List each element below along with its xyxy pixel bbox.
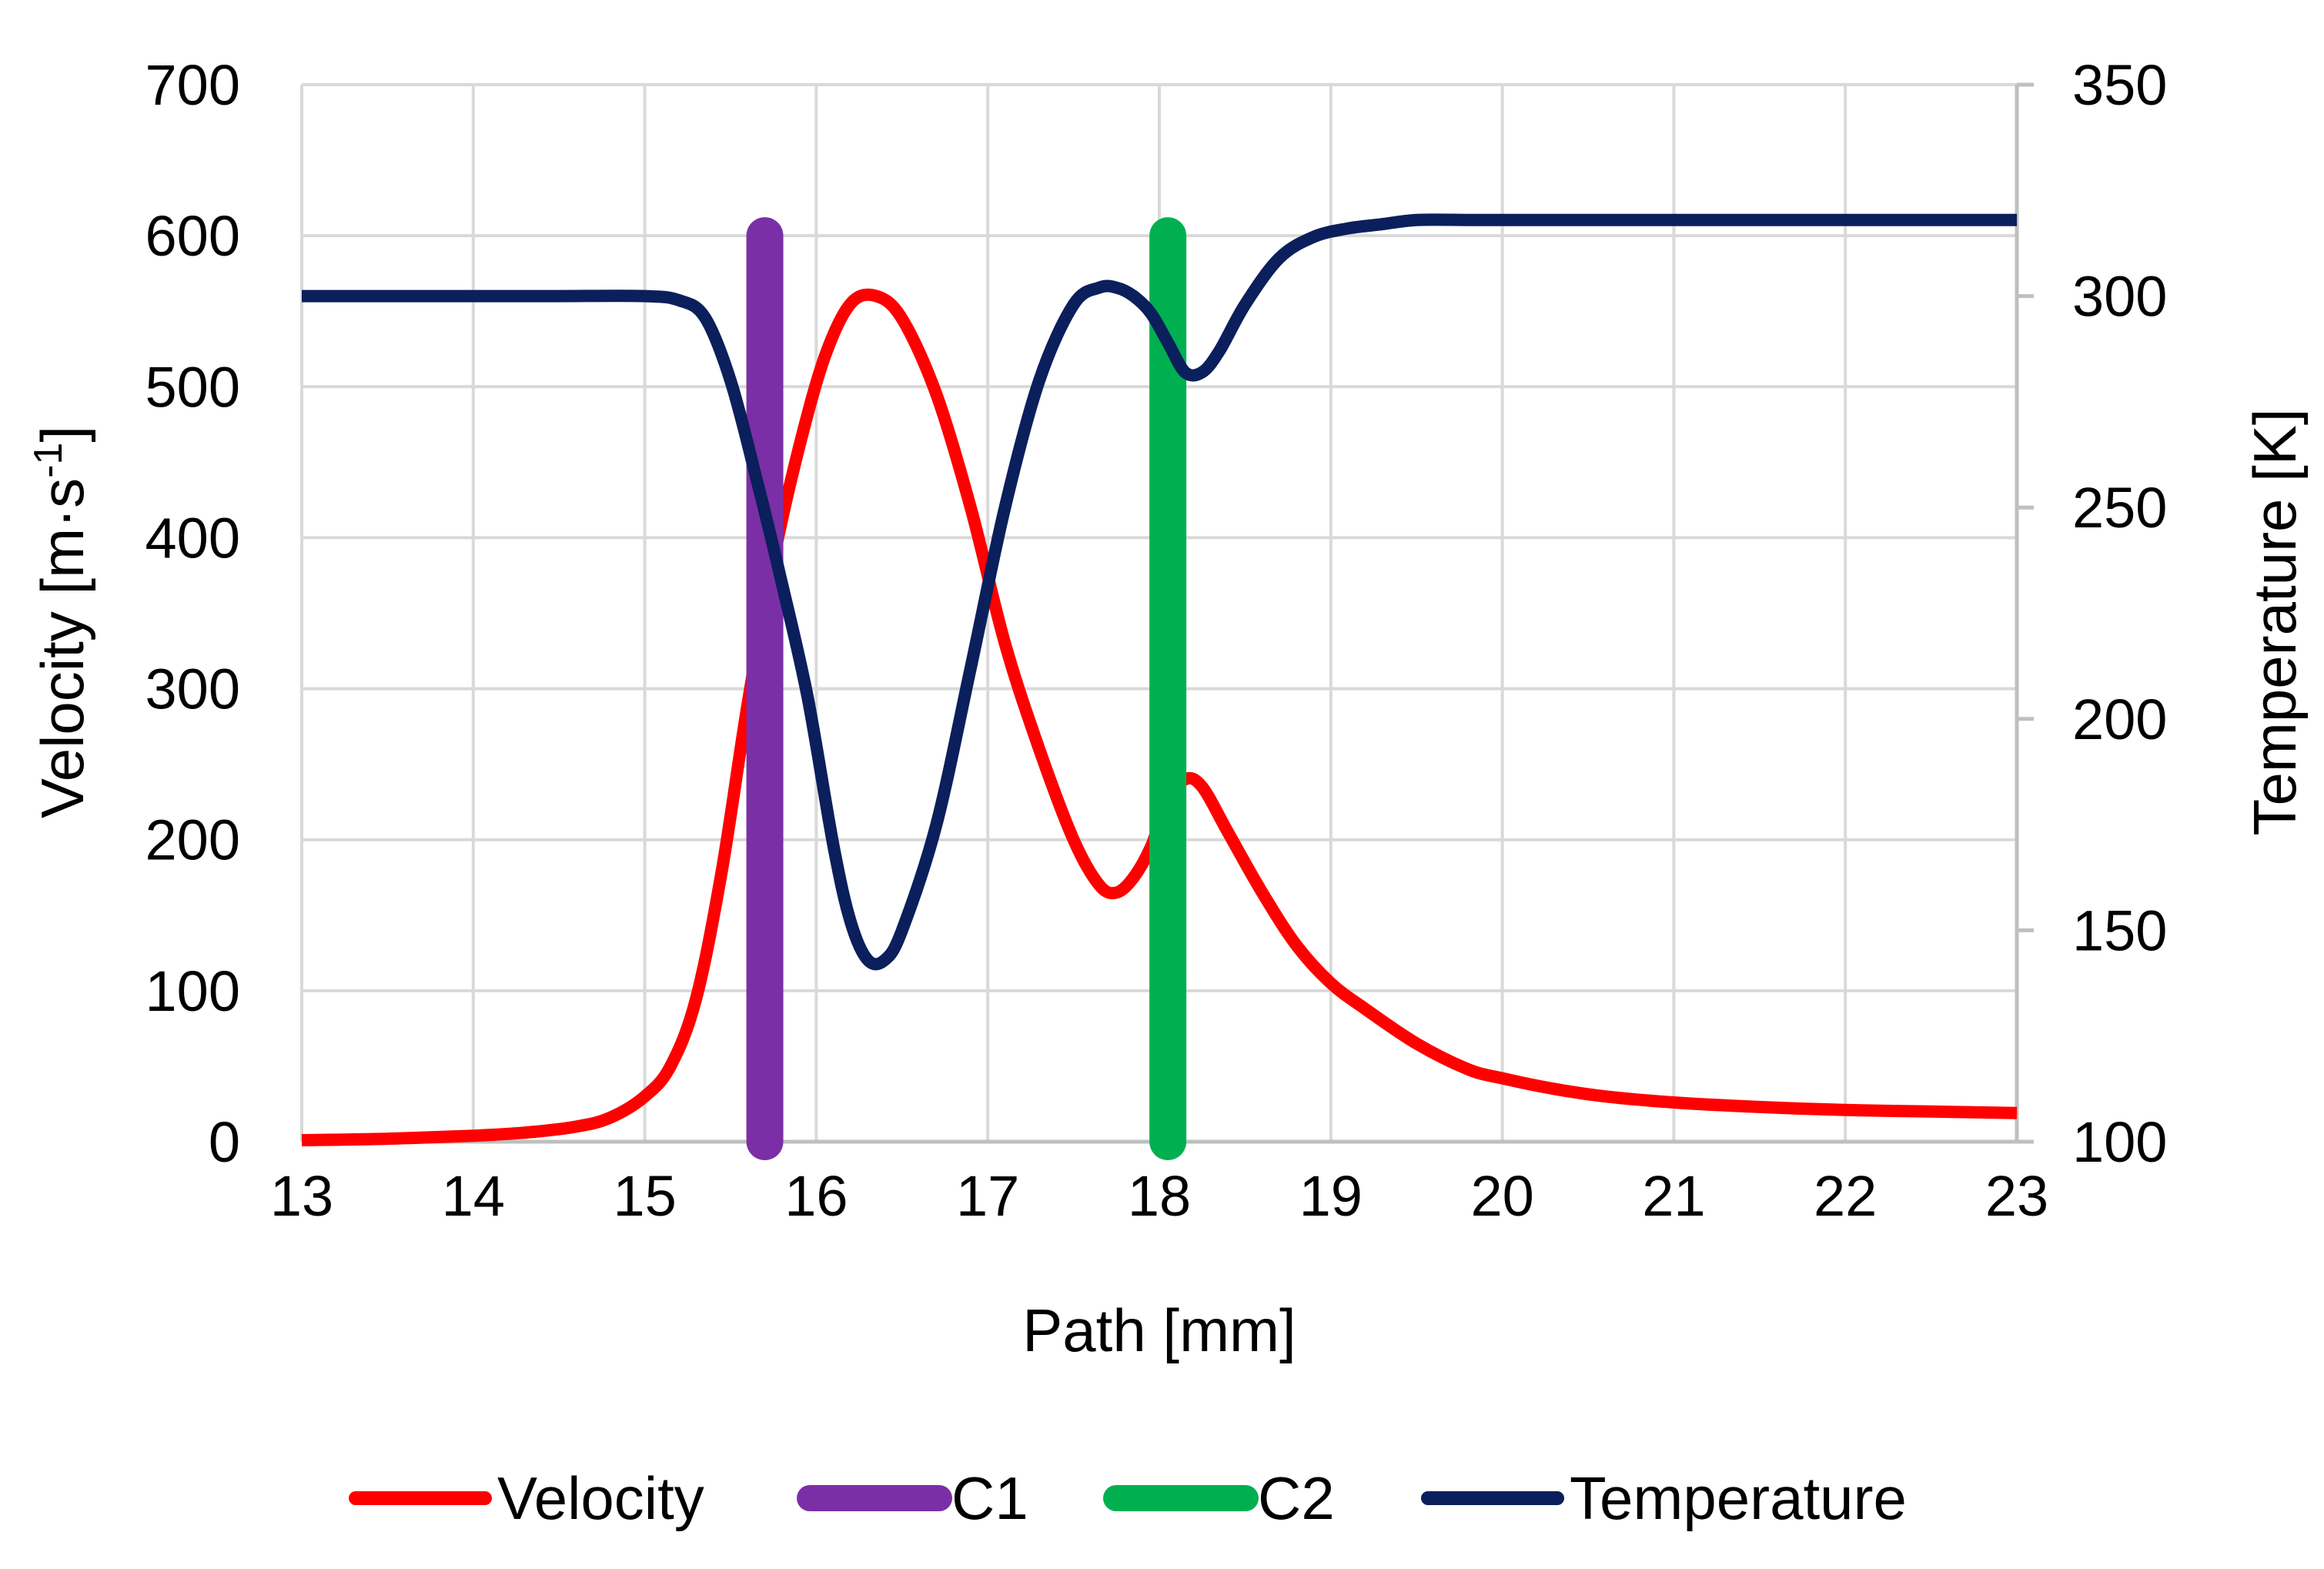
legend: Velocity C1 C2 Temperature — [349, 1464, 1907, 1532]
legend-label: Velocity — [497, 1464, 704, 1532]
x-tick-label: 17 — [956, 1164, 1019, 1228]
x-tick-label: 18 — [1128, 1164, 1191, 1228]
series-line-temperature — [302, 213, 2017, 971]
y2-tick-label: 300 — [2072, 265, 2167, 329]
legend-item-c2: C2 — [1103, 1464, 1335, 1532]
y-tick-label: 700 — [145, 53, 240, 117]
y2-tick-label: 200 — [2072, 687, 2167, 751]
x-tick-label: 22 — [1814, 1164, 1877, 1228]
series-layer — [301, 213, 2018, 1160]
y-tick-label: 300 — [145, 657, 240, 721]
x-tick-label: 19 — [1299, 1164, 1363, 1228]
y-tick-label: 400 — [145, 506, 240, 570]
x-axis-ticks: 13 14 15 16 17 18 19 20 21 22 23 — [270, 1164, 2048, 1228]
y-tick-label: 500 — [145, 355, 240, 419]
y-tick-label: 0 — [209, 1110, 240, 1174]
series-line-velocity — [301, 288, 2018, 1146]
y-tick-label: 100 — [145, 959, 240, 1023]
legend-label: C2 — [1258, 1464, 1335, 1532]
y-axis-title: Velocity [m·s-1] — [26, 426, 96, 818]
y2-tick-label: 100 — [2072, 1110, 2167, 1174]
y2-axis-ticks: 100 150 200 250 300 350 — [2072, 53, 2167, 1174]
legend-item-temperature: Temperature — [1421, 1464, 1907, 1532]
x-tick-label: 23 — [1985, 1164, 2048, 1228]
y-tick-label: 200 — [145, 808, 240, 872]
legend-item-c1: C1 — [797, 1464, 1028, 1532]
y2-tick-label: 150 — [2072, 898, 2167, 962]
x-tick-label: 14 — [442, 1164, 505, 1228]
y2-tick-label: 350 — [2072, 53, 2167, 117]
legend-label: C1 — [951, 1464, 1028, 1532]
x-tick-label: 21 — [1642, 1164, 1705, 1228]
x-tick-label: 15 — [613, 1164, 676, 1228]
legend-item-velocity: Velocity — [349, 1464, 704, 1532]
y-tick-label: 600 — [145, 204, 240, 268]
x-tick-label: 20 — [1470, 1164, 1533, 1228]
legend-label: Temperature — [1570, 1464, 1907, 1532]
x-axis-title: Path [mm] — [1022, 1296, 1296, 1364]
y2-tick-label: 250 — [2072, 476, 2167, 540]
x-tick-label: 16 — [784, 1164, 848, 1228]
y-axis-ticks: 0 100 200 300 400 500 600 700 — [145, 53, 240, 1174]
y2-axis-title: Temperature [K] — [2241, 409, 2309, 836]
x-tick-label: 13 — [270, 1164, 333, 1228]
